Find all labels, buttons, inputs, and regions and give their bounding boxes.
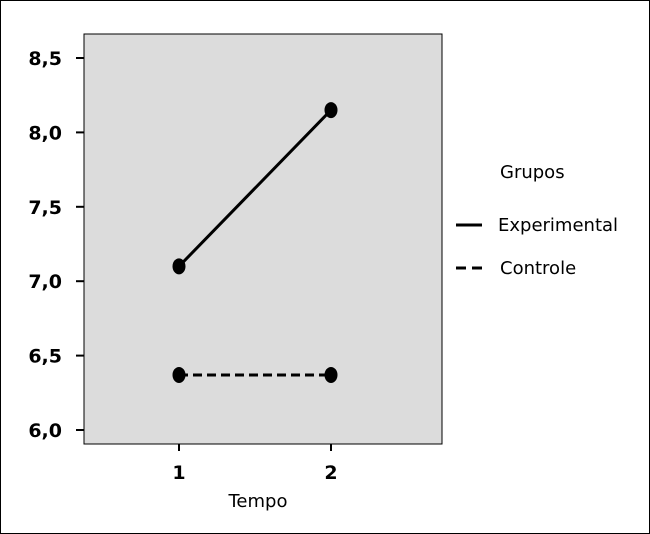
legend: Grupos Experimental Controle [456, 162, 618, 279]
y-axis: 6,0 6,5 7,0 7,5 8,0 8,5 [28, 48, 84, 442]
series-layer [172, 102, 338, 383]
legend-label-experimental: Experimental [498, 215, 618, 236]
x-tick-label: 2 [324, 462, 337, 484]
data-point-experimental [172, 258, 186, 275]
legend-label-controle: Controle [500, 258, 576, 279]
legend-title: Grupos [500, 162, 565, 183]
y-tick-label: 7,0 [28, 271, 62, 293]
plot-area [83, 33, 443, 445]
series-line-experimental [177, 109, 333, 268]
x-axis-title: Tempo [228, 491, 288, 512]
y-tick-label: 8,0 [28, 122, 62, 144]
y-tick-label: 8,5 [28, 48, 62, 70]
data-point-controle [172, 366, 186, 383]
x-tick-label: 1 [172, 462, 185, 484]
y-tick-label: 7,5 [28, 197, 62, 219]
y-tick-label: 6,0 [28, 420, 62, 442]
data-point-controle [324, 366, 338, 383]
y-tick-label: 6,5 [28, 346, 62, 368]
data-point-experimental [324, 102, 338, 119]
